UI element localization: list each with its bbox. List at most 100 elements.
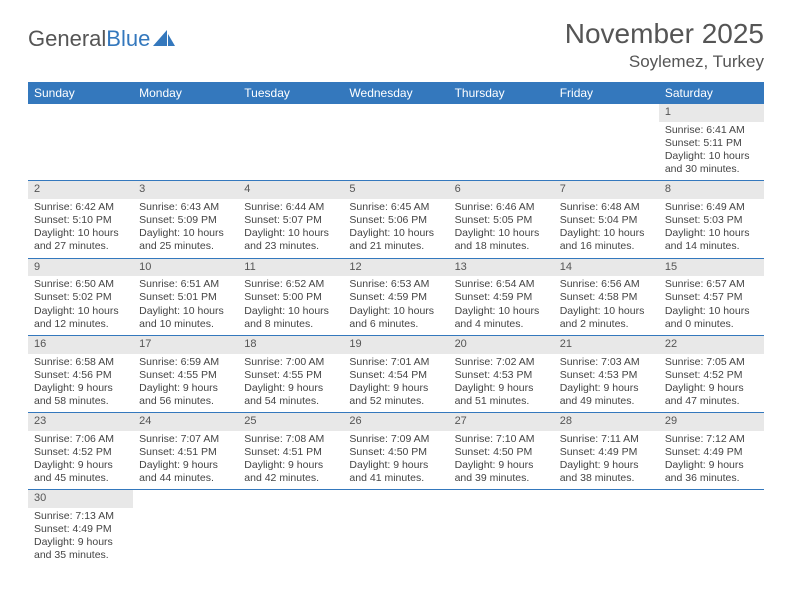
daylight-text: Daylight: 10 hours and 18 minutes. (455, 227, 548, 253)
day-number: 25 (238, 413, 343, 431)
header: GeneralBlue November 2025 Soylemez, Turk… (28, 18, 764, 72)
calendar-day-cell: 20Sunrise: 7:02 AMSunset: 4:53 PMDayligh… (449, 336, 554, 412)
calendar-day-cell: 25Sunrise: 7:08 AMSunset: 4:51 PMDayligh… (238, 413, 343, 489)
day-body: Sunrise: 6:43 AMSunset: 5:09 PMDaylight:… (133, 199, 238, 258)
sunset-text: Sunset: 4:59 PM (349, 291, 442, 304)
day-body: Sunrise: 6:45 AMSunset: 5:06 PMDaylight:… (343, 199, 448, 258)
sunset-text: Sunset: 4:58 PM (560, 291, 653, 304)
sunset-text: Sunset: 4:53 PM (560, 369, 653, 382)
sunrise-text: Sunrise: 6:54 AM (455, 278, 548, 291)
sunset-text: Sunset: 4:55 PM (139, 369, 232, 382)
daylight-text: Daylight: 10 hours and 16 minutes. (560, 227, 653, 253)
day-number: 7 (554, 181, 659, 199)
day-body: Sunrise: 6:54 AMSunset: 4:59 PMDaylight:… (449, 276, 554, 335)
day-number: 12 (343, 259, 448, 277)
day-number (28, 104, 133, 121)
daylight-text: Daylight: 10 hours and 10 minutes. (139, 305, 232, 331)
calendar-day-cell: 16Sunrise: 6:58 AMSunset: 4:56 PMDayligh… (28, 336, 133, 412)
sunset-text: Sunset: 4:52 PM (665, 369, 758, 382)
day-number (133, 104, 238, 121)
calendar-day-cell: 1Sunrise: 6:41 AMSunset: 5:11 PMDaylight… (659, 104, 764, 180)
sunset-text: Sunset: 4:54 PM (349, 369, 442, 382)
sunset-text: Sunset: 5:10 PM (34, 214, 127, 227)
day-number: 8 (659, 181, 764, 199)
day-number (343, 490, 448, 507)
daylight-text: Daylight: 10 hours and 14 minutes. (665, 227, 758, 253)
daylight-text: Daylight: 9 hours and 41 minutes. (349, 459, 442, 485)
sunset-text: Sunset: 5:03 PM (665, 214, 758, 227)
daylight-text: Daylight: 9 hours and 36 minutes. (665, 459, 758, 485)
calendar-day-cell (554, 104, 659, 180)
day-number: 22 (659, 336, 764, 354)
day-number: 20 (449, 336, 554, 354)
logo: GeneralBlue (28, 18, 175, 52)
day-number: 15 (659, 259, 764, 277)
sunrise-text: Sunrise: 7:00 AM (244, 356, 337, 369)
calendar-day-cell: 7Sunrise: 6:48 AMSunset: 5:04 PMDaylight… (554, 181, 659, 257)
calendar-day-cell (449, 490, 554, 566)
daylight-text: Daylight: 10 hours and 30 minutes. (665, 150, 758, 176)
daylight-text: Daylight: 9 hours and 44 minutes. (139, 459, 232, 485)
day-body: Sunrise: 6:52 AMSunset: 5:00 PMDaylight:… (238, 276, 343, 335)
day-body: Sunrise: 7:10 AMSunset: 4:50 PMDaylight:… (449, 431, 554, 490)
daylight-text: Daylight: 9 hours and 58 minutes. (34, 382, 127, 408)
calendar-day-cell: 27Sunrise: 7:10 AMSunset: 4:50 PMDayligh… (449, 413, 554, 489)
sunrise-text: Sunrise: 6:46 AM (455, 201, 548, 214)
day-body: Sunrise: 6:46 AMSunset: 5:05 PMDaylight:… (449, 199, 554, 258)
day-number (554, 104, 659, 121)
weekday-header: Tuesday (238, 82, 343, 104)
sunrise-text: Sunrise: 6:58 AM (34, 356, 127, 369)
sunrise-text: Sunrise: 7:10 AM (455, 433, 548, 446)
sunset-text: Sunset: 4:52 PM (34, 446, 127, 459)
sunrise-text: Sunrise: 6:45 AM (349, 201, 442, 214)
sunrise-text: Sunrise: 6:51 AM (139, 278, 232, 291)
day-body: Sunrise: 7:08 AMSunset: 4:51 PMDaylight:… (238, 431, 343, 490)
sunrise-text: Sunrise: 7:12 AM (665, 433, 758, 446)
day-number: 11 (238, 259, 343, 277)
day-number: 21 (554, 336, 659, 354)
day-body: Sunrise: 6:42 AMSunset: 5:10 PMDaylight:… (28, 199, 133, 258)
day-number: 1 (659, 104, 764, 122)
title-block: November 2025 Soylemez, Turkey (565, 18, 764, 72)
calendar-week-row: 1Sunrise: 6:41 AMSunset: 5:11 PMDaylight… (28, 104, 764, 181)
day-number: 28 (554, 413, 659, 431)
sunset-text: Sunset: 4:55 PM (244, 369, 337, 382)
daylight-text: Daylight: 10 hours and 6 minutes. (349, 305, 442, 331)
calendar-day-cell: 23Sunrise: 7:06 AMSunset: 4:52 PMDayligh… (28, 413, 133, 489)
sunset-text: Sunset: 4:49 PM (560, 446, 653, 459)
calendar-day-cell: 24Sunrise: 7:07 AMSunset: 4:51 PMDayligh… (133, 413, 238, 489)
sunrise-text: Sunrise: 6:43 AM (139, 201, 232, 214)
day-number (449, 104, 554, 121)
day-body: Sunrise: 6:58 AMSunset: 4:56 PMDaylight:… (28, 354, 133, 413)
calendar-day-cell: 11Sunrise: 6:52 AMSunset: 5:00 PMDayligh… (238, 259, 343, 335)
calendar-day-cell: 9Sunrise: 6:50 AMSunset: 5:02 PMDaylight… (28, 259, 133, 335)
weekday-header: Thursday (449, 82, 554, 104)
sunset-text: Sunset: 5:06 PM (349, 214, 442, 227)
calendar-day-cell (343, 490, 448, 566)
day-body: Sunrise: 7:09 AMSunset: 4:50 PMDaylight:… (343, 431, 448, 490)
calendar-day-cell (449, 104, 554, 180)
calendar-day-cell (238, 104, 343, 180)
weekday-header: Saturday (659, 82, 764, 104)
day-body: Sunrise: 7:03 AMSunset: 4:53 PMDaylight:… (554, 354, 659, 413)
sunset-text: Sunset: 5:09 PM (139, 214, 232, 227)
sunrise-text: Sunrise: 7:05 AM (665, 356, 758, 369)
sunrise-text: Sunrise: 6:57 AM (665, 278, 758, 291)
logo-text-2: Blue (106, 26, 150, 52)
calendar-day-cell: 26Sunrise: 7:09 AMSunset: 4:50 PMDayligh… (343, 413, 448, 489)
sunrise-text: Sunrise: 6:48 AM (560, 201, 653, 214)
day-body: Sunrise: 7:00 AMSunset: 4:55 PMDaylight:… (238, 354, 343, 413)
sunrise-text: Sunrise: 7:06 AM (34, 433, 127, 446)
sunrise-text: Sunrise: 6:53 AM (349, 278, 442, 291)
daylight-text: Daylight: 10 hours and 4 minutes. (455, 305, 548, 331)
day-body: Sunrise: 7:13 AMSunset: 4:49 PMDaylight:… (28, 508, 133, 567)
day-body: Sunrise: 6:57 AMSunset: 4:57 PMDaylight:… (659, 276, 764, 335)
day-body: Sunrise: 6:59 AMSunset: 4:55 PMDaylight:… (133, 354, 238, 413)
daylight-text: Daylight: 9 hours and 54 minutes. (244, 382, 337, 408)
day-body: Sunrise: 6:41 AMSunset: 5:11 PMDaylight:… (659, 122, 764, 181)
day-number: 19 (343, 336, 448, 354)
day-number: 13 (449, 259, 554, 277)
calendar-day-cell: 8Sunrise: 6:49 AMSunset: 5:03 PMDaylight… (659, 181, 764, 257)
calendar-day-cell: 12Sunrise: 6:53 AMSunset: 4:59 PMDayligh… (343, 259, 448, 335)
daylight-text: Daylight: 9 hours and 35 minutes. (34, 536, 127, 562)
